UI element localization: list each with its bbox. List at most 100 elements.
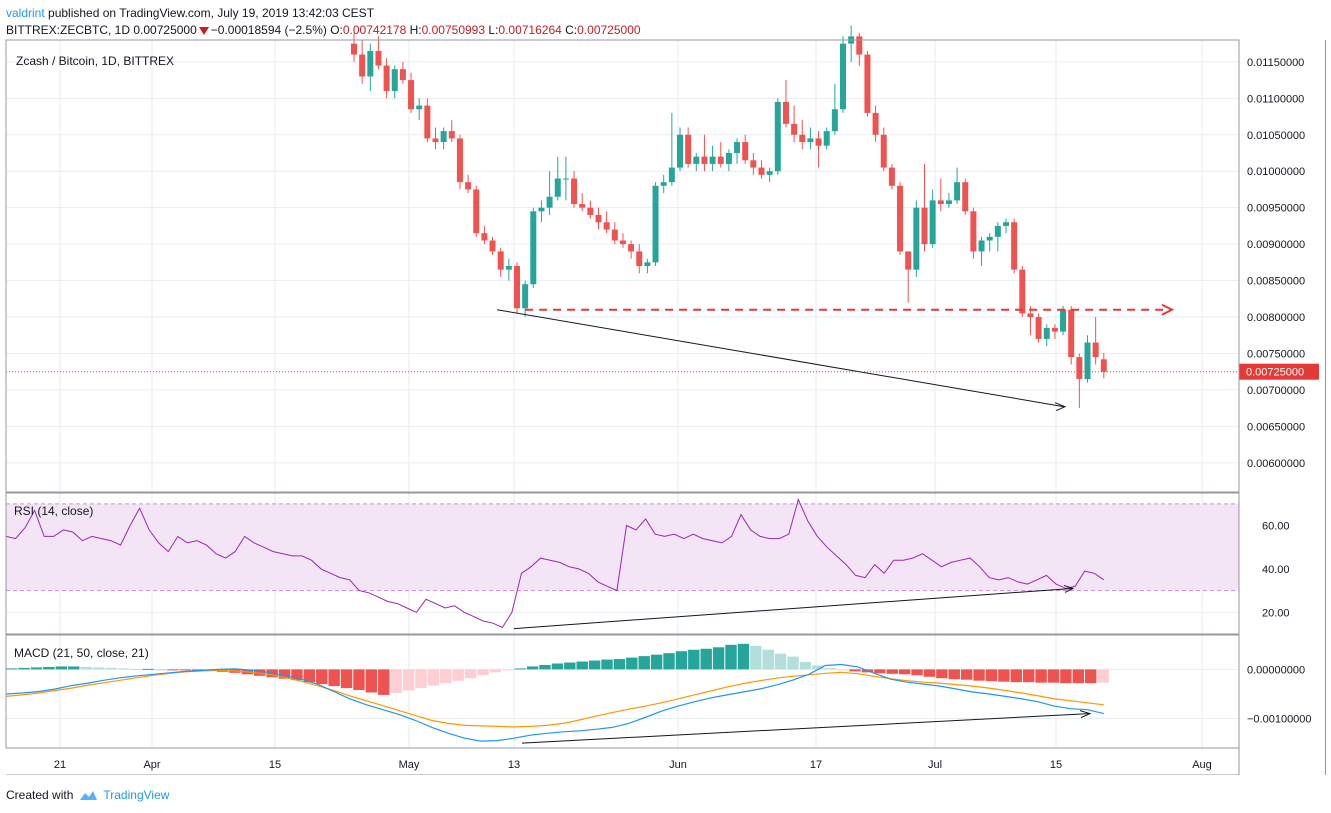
- candle-down: [481, 233, 488, 241]
- macd-histogram-bar: [898, 669, 911, 675]
- macd-line: [5, 663, 1104, 742]
- candle-up: [1084, 342, 1091, 379]
- candle-down: [1100, 359, 1107, 372]
- candle-down: [1092, 342, 1099, 358]
- macd-histogram-bar: [750, 645, 762, 670]
- candle-down: [359, 54, 366, 77]
- candle-down: [791, 123, 798, 135]
- macd-histogram-bar: [936, 669, 948, 679]
- macd-histogram-bar: [849, 669, 861, 672]
- candle-up: [546, 196, 553, 208]
- candle-up: [644, 262, 651, 266]
- candle-down: [1019, 269, 1026, 314]
- candle-down: [448, 131, 455, 139]
- macd-histogram-bar: [1060, 669, 1072, 684]
- candle-down: [685, 134, 692, 164]
- candle-down: [856, 36, 863, 55]
- macd-histogram-bar: [179, 669, 192, 671]
- candle-down: [921, 207, 928, 245]
- macd-histogram-bar: [564, 662, 576, 670]
- candle-down: [897, 185, 904, 252]
- candle-down: [717, 156, 724, 164]
- last-price: 0.00725000: [133, 23, 197, 37]
- candle-down: [571, 178, 578, 205]
- candle-up: [522, 284, 529, 309]
- macd-histogram-bar: [539, 664, 551, 670]
- macd-histogram-bar: [911, 669, 923, 676]
- macd-histogram-bar: [1010, 669, 1022, 683]
- macd-histogram-bar: [353, 669, 365, 691]
- candle-down: [1035, 317, 1042, 339]
- rsi-line: [5, 498, 1105, 629]
- x-tick-label: May: [399, 759, 420, 771]
- macd-histogram-bar: [787, 656, 799, 670]
- candle-down: [514, 266, 520, 309]
- rsi-pane-title: RSI (14, close): [14, 504, 93, 518]
- macd-histogram-bar: [390, 669, 402, 693]
- macd-histogram-bar: [613, 659, 626, 670]
- candle-up: [913, 207, 920, 270]
- macd-histogram-bar: [923, 669, 936, 677]
- last-price-label: 0.00725000: [1246, 367, 1304, 379]
- candle-down: [473, 189, 480, 234]
- macd-histogram-bar: [452, 669, 464, 681]
- macd-histogram-bar: [824, 667, 836, 670]
- candle-down: [750, 160, 757, 168]
- down-triangle-icon: [198, 26, 209, 35]
- candle-down: [888, 167, 895, 186]
- price-trend-arrow-icon: [1054, 402, 1067, 412]
- macd-histogram-bar: [874, 669, 886, 674]
- macd-histogram-bar: [960, 669, 973, 680]
- price-tick-label: 0.00900000: [1247, 239, 1305, 251]
- candle-down: [611, 229, 618, 241]
- price-tick-label: 0.00650000: [1247, 421, 1305, 433]
- macd-histogram-bar: [886, 669, 898, 674]
- tradingview-brand[interactable]: TradingView: [103, 788, 170, 802]
- candle-down: [701, 156, 708, 164]
- macd-histogram-bar: [167, 669, 179, 671]
- macd-tick-label: −0.00100000: [1247, 714, 1312, 726]
- rsi-trend-arrow-icon: [1063, 584, 1075, 593]
- close-label: C:: [565, 23, 578, 37]
- candle-up: [668, 167, 675, 183]
- candle-up: [391, 69, 398, 92]
- symbol-label: BITTREX:ZECBTC, 1D: [6, 23, 131, 37]
- rsi-trend-line: [513, 587, 1073, 630]
- candle-up: [766, 171, 773, 175]
- x-tick-label: 17: [810, 759, 822, 771]
- candle-down: [579, 204, 586, 208]
- macd-histogram-bar: [1097, 669, 1109, 683]
- candle-down: [880, 134, 887, 168]
- candle-up: [505, 266, 512, 270]
- macd-histogram-bar: [1035, 669, 1047, 683]
- candle-up: [693, 156, 700, 164]
- candle-down: [937, 200, 944, 205]
- macd-histogram-bar: [18, 667, 30, 670]
- macd-tick-label: 0.00000000: [1247, 664, 1305, 676]
- price-tick-label: 0.01150000: [1247, 57, 1304, 69]
- candle-down: [375, 50, 382, 66]
- candle-down: [636, 251, 643, 266]
- open-label: O:: [330, 23, 343, 37]
- candle-up: [823, 131, 830, 146]
- low-value: 0.00716264: [498, 23, 562, 37]
- price-trend-line: [496, 309, 1065, 408]
- candle-down: [619, 240, 626, 245]
- macd-histogram-bar: [464, 669, 477, 679]
- macd-histogram-bar: [700, 648, 712, 670]
- chart-area[interactable]: 21 Apr 15 May 13 Jun 17 Jul 15 Aug 0.00600000 0.006…: [0, 0, 1331, 775]
- candle-up: [1043, 327, 1050, 339]
- macd-trend-line: [521, 713, 1090, 744]
- candle-up: [554, 178, 561, 197]
- macd-histogram-bar: [588, 660, 601, 670]
- candle-down: [962, 182, 969, 212]
- candle-down: [489, 240, 496, 252]
- macd-histogram-bar: [402, 669, 415, 691]
- candle-up: [807, 138, 814, 143]
- macd-histogram-bar: [105, 667, 117, 670]
- candle-down: [351, 43, 357, 55]
- candle-down: [399, 69, 406, 81]
- macd-histogram-bar: [650, 654, 663, 670]
- macd-histogram-bar: [762, 649, 774, 670]
- author-link[interactable]: valdrint: [6, 6, 45, 20]
